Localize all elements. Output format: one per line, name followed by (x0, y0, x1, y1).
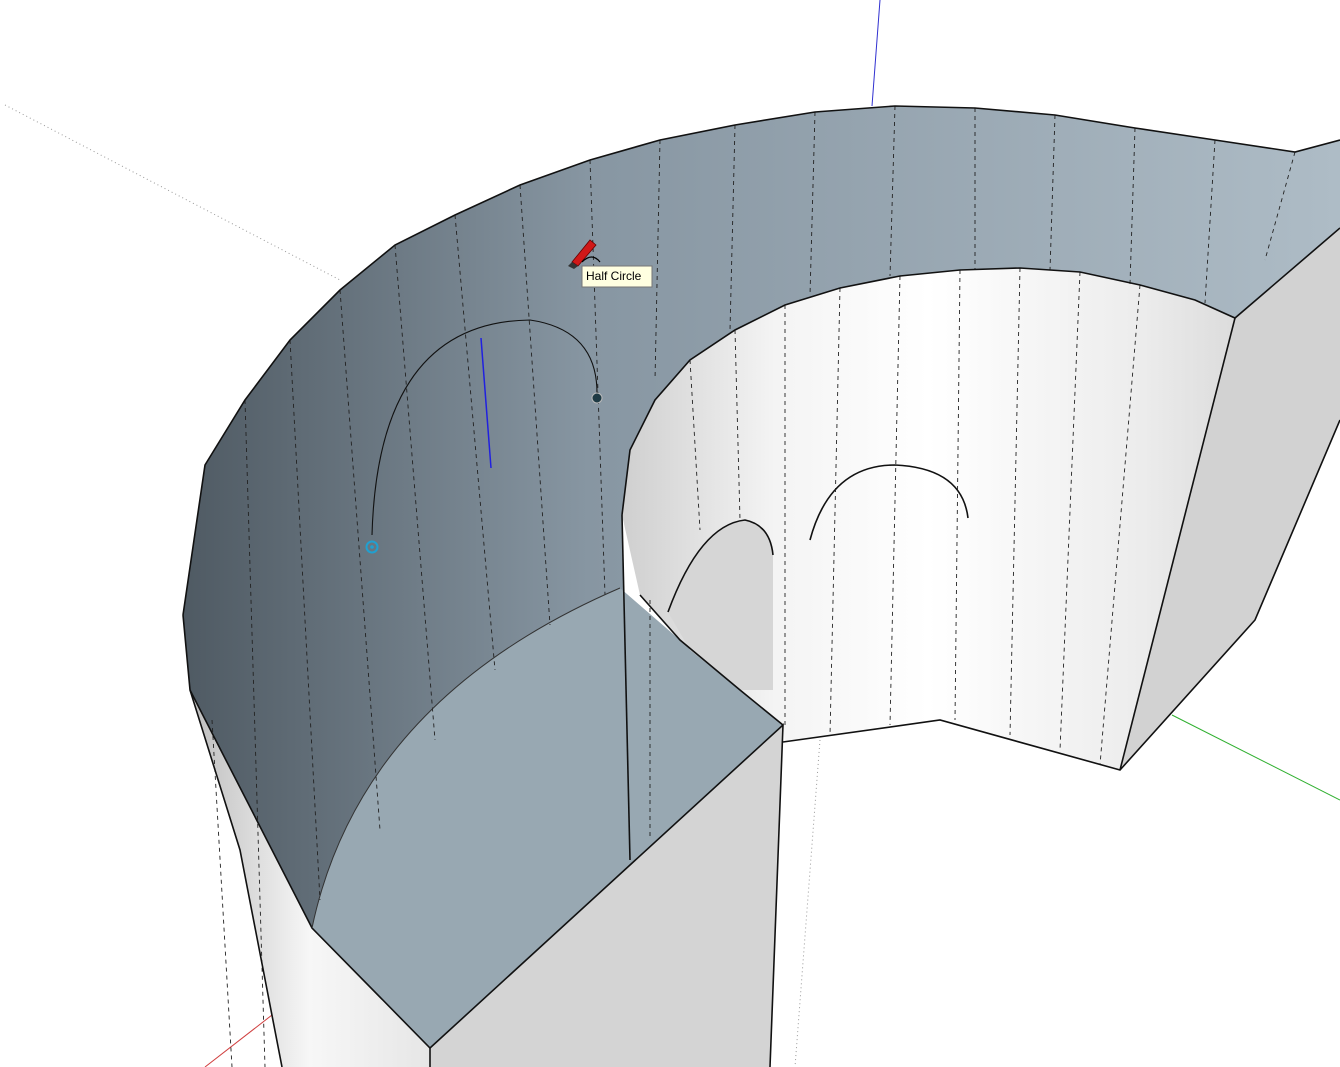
floor-face (312, 588, 783, 1048)
floor-edge (311, 587, 621, 929)
arch-edge (667, 519, 774, 613)
inner-top-edge (621, 227, 1340, 516)
end-face (1120, 228, 1340, 770)
cut-face (430, 725, 783, 1067)
blue-inference-line (480, 337, 492, 469)
outer-wall-face (190, 690, 430, 1067)
axis-guide (4, 104, 341, 281)
inner-wall (622, 268, 1235, 770)
arch-opening (668, 520, 773, 690)
tooltip-label: Half Circle (586, 269, 642, 283)
end-point (591, 392, 603, 404)
start-point (365, 540, 379, 554)
inner-wall-edge (639, 594, 784, 726)
cut-edge (621, 514, 631, 861)
start-point (370, 545, 374, 549)
arch-edge (809, 464, 969, 541)
outer-top-edge (182, 105, 1340, 616)
tooltip-box (581, 265, 653, 288)
half-circle-preview (371, 319, 598, 536)
segment-lines (211, 105, 1296, 1067)
outer-left-edge (182, 614, 283, 1067)
pencil-cursor (568, 239, 601, 269)
end-edge (1119, 317, 1236, 771)
green-axis (1171, 714, 1340, 801)
red-axis (204, 1014, 273, 1067)
blue-axis (871, 0, 881, 107)
